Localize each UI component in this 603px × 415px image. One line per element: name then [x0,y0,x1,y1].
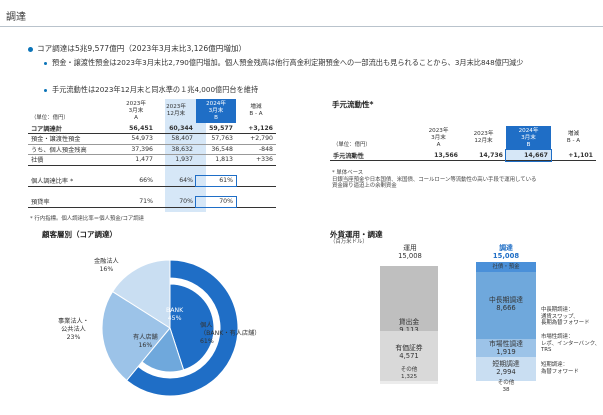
col-header: 増減 B - A [249,104,263,117]
label-individual: 個人 （BANK・有人店舗） 61% [200,322,261,345]
title-divider [0,26,603,27]
slice-individual [125,259,239,397]
bar-other-left-label: その他 1,325 [400,367,418,380]
liquidity-title: 手元流動性* [332,100,374,109]
core-footnote: * 行内指標。個人調達比率＝個人預金/コア調達 [30,216,145,222]
slice-store [141,326,185,373]
bar-securities [380,331,438,381]
table-row: うち、個人預金残高 37,396 38,632 36,548 -848 [28,144,276,155]
table-row: 預貸率 71% 70% 70% [28,195,276,208]
slice-bank [169,283,215,371]
customer-chart-title: 顧客層別（コア調達） [42,230,117,239]
slice-business [101,290,171,382]
fx-unit: （百万米ドル） [330,239,368,245]
bullet-dot-icon [44,88,47,92]
bullet-dot-icon [28,46,33,52]
table-row: 個人調達比率 * 66% 64% 61% [28,174,276,187]
bar-short [476,357,536,381]
bar-midlong-label: 中長期調達 8,666 [489,296,523,312]
side-note-midlong: 中長期調達： 通貨スワップ、 長期為替フォワード [541,307,590,327]
label-store: 有人店舗 16% [133,334,158,349]
bullet-sub2: 手元流動性は2023年12月末と同水準の１兆4,000億円台を維持 [44,85,584,94]
bar-other-left [380,381,438,384]
col-header: 2023年 3月末 A [428,127,449,148]
table-row: 預金・譲渡性預金 54,973 58,407 57,763 +2,790 [28,133,276,145]
bar-securities-label: 有価証券 4,571 [395,344,423,360]
liquidity-note: * 単体ベース 日銀当座預金や日本国債、米国債、コールローン等流動性の高い手段で運… [332,170,537,189]
bar-loans-label: 貸出金 9,113 [398,318,420,334]
bullet-sub1: 預金・譲渡性預金は2023年3月末比2,790億円増加。個人預金残高は他行高金利… [44,58,584,67]
unyo-header: 運用 15,008 [398,244,422,260]
col-header: 2023年 12月末 [166,104,186,117]
col-header: 2024年 3月末 B [196,99,236,123]
fx-chart-title: 外貨運用・調達 [330,230,383,239]
label-bank: BANK 45% [166,307,184,322]
table-row: 手元流動性 13,566 14,736 14,667 +1,101 [330,149,596,162]
unit-label: （単位：億円） [31,115,69,121]
bullet-dot-icon [44,61,47,65]
unit-label: （単位：億円） [333,142,371,148]
bar-market-label: 市場性調達 1,919 [489,340,523,356]
bar-market [476,339,536,357]
page-title: 調達 [6,12,26,23]
table-row: コア調達計 56,451 60,344 59,577 +3,126 [28,123,276,134]
side-note-market: 市場性調達： レポ、インターバンク、 TRS [541,334,601,354]
bullet-main: コア調達は5兆9,577億円（2023年3月末比3,126億円増加） [28,44,588,53]
bar-bonds-label: 社債・預金 [492,264,520,270]
bar-bonds [476,262,536,272]
col-header: 2024年 3月末 B [506,126,551,150]
label-business: 事業法人・ 公共法人 23% [58,318,89,341]
table-row: 社債 1,477 1,937 1,813 +336 [28,154,276,166]
col-header: 2023年 3月末 A [126,100,146,121]
col-header: 増減 B - A [566,131,581,144]
customer-donut-chart [101,259,239,397]
side-note-short: 短期調達： 為替フォワード [541,362,579,375]
chotatsu-header: 調達 15,008 [492,244,520,260]
bar-midlong [476,272,536,339]
col-header: 2023年 12月末 [473,131,494,144]
liquidity-table: （単位：億円） 2023年 3月末 A 2023年 12月末 2024年 3月末 B 増減… [330,126,598,162]
bar-other-right-label: その他 38 [497,380,515,393]
slice-financial [111,259,171,329]
bar-short-label: 短期調達 2,994 [492,360,520,376]
label-financial: 金融法人 16% [94,258,119,273]
